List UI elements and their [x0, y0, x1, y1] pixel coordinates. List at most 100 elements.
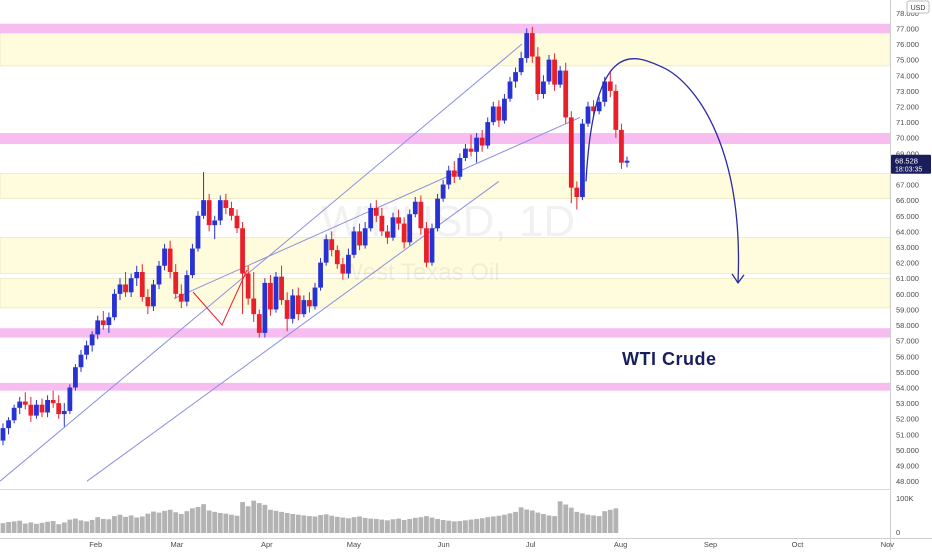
candle-body[interactable]	[61, 410, 67, 415]
candle-body[interactable]	[117, 284, 123, 294]
candle-body[interactable]	[424, 228, 429, 263]
candle-body[interactable]	[11, 407, 17, 421]
candle-body[interactable]	[329, 239, 335, 251]
candle-body[interactable]	[541, 81, 546, 94]
candle-body[interactable]	[34, 404, 39, 416]
candle-body[interactable]	[502, 98, 507, 121]
candle-body[interactable]	[357, 231, 362, 246]
candle-body[interactable]	[591, 106, 596, 112]
candle-body[interactable]	[529, 33, 535, 57]
candle-body[interactable]	[139, 271, 145, 297]
candle-body[interactable]	[123, 284, 128, 293]
candle-body[interactable]	[390, 217, 396, 238]
candle-body[interactable]	[229, 207, 234, 216]
candle-body[interactable]	[268, 282, 273, 310]
candle-body[interactable]	[22, 401, 28, 405]
candle-body[interactable]	[245, 273, 251, 299]
candle-body[interactable]	[607, 81, 613, 91]
candle-body[interactable]	[435, 198, 440, 229]
candle-body[interactable]	[312, 287, 318, 307]
candle-body[interactable]	[323, 239, 329, 263]
candle-body[interactable]	[45, 400, 50, 413]
candle-body[interactable]	[585, 106, 591, 124]
candle-body[interactable]	[474, 137, 479, 152]
candle-body[interactable]	[351, 231, 357, 255]
candle-body[interactable]	[217, 200, 223, 221]
candle-body[interactable]	[89, 334, 95, 346]
candle-body[interactable]	[78, 354, 84, 368]
candle-body[interactable]	[401, 223, 407, 243]
candle-body[interactable]	[256, 314, 262, 333]
candle-body[interactable]	[178, 293, 184, 302]
candle-body[interactable]	[373, 207, 379, 216]
candle-body[interactable]	[429, 228, 435, 263]
candle-body[interactable]	[490, 106, 496, 123]
candle-body[interactable]	[145, 296, 151, 307]
candle-body[interactable]	[184, 275, 190, 302]
candle-body[interactable]	[524, 33, 530, 59]
candle-body[interactable]	[362, 228, 368, 246]
candle-body[interactable]	[195, 215, 201, 249]
candle-body[interactable]	[496, 106, 502, 121]
candle-body[interactable]	[240, 228, 245, 274]
candle-body[interactable]	[318, 262, 323, 288]
candle-body[interactable]	[580, 123, 585, 198]
candle-body[interactable]	[95, 320, 101, 335]
candle-body[interactable]	[513, 72, 518, 82]
candle-body[interactable]	[173, 271, 179, 294]
candle-body[interactable]	[479, 137, 485, 146]
candle-body[interactable]	[396, 217, 401, 224]
candle-body[interactable]	[507, 81, 513, 99]
candle-body[interactable]	[100, 320, 106, 326]
candle-body[interactable]	[307, 300, 312, 307]
candle-body[interactable]	[568, 117, 574, 188]
candle-body[interactable]	[106, 317, 112, 326]
candle-body[interactable]	[206, 200, 212, 226]
candle-body[interactable]	[440, 184, 446, 199]
candle-body[interactable]	[156, 265, 162, 285]
candle-body[interactable]	[552, 59, 557, 85]
candle-body[interactable]	[73, 367, 78, 388]
candle-body[interactable]	[134, 271, 140, 279]
candle-body[interactable]	[212, 220, 218, 226]
candle-body[interactable]	[385, 231, 390, 238]
candle-body[interactable]	[368, 207, 374, 229]
candle-body[interactable]	[6, 420, 11, 429]
candle-body[interactable]	[262, 282, 268, 333]
candle-body[interactable]	[407, 214, 413, 243]
candle-body[interactable]	[446, 170, 452, 185]
candle-body[interactable]	[457, 158, 463, 177]
candle-body[interactable]	[418, 201, 424, 229]
candle-body[interactable]	[613, 90, 619, 130]
candle-body[interactable]	[563, 70, 569, 118]
candle-body[interactable]	[151, 284, 156, 307]
candle-body[interactable]	[546, 59, 552, 82]
candle-body[interactable]	[619, 129, 624, 163]
candle-body[interactable]	[295, 295, 301, 315]
candle-body[interactable]	[50, 400, 56, 404]
candle-body[interactable]	[128, 278, 134, 293]
candle-body[interactable]	[223, 200, 229, 208]
candle-body[interactable]	[334, 250, 340, 265]
candle-body[interactable]	[201, 200, 206, 216]
candle-body[interactable]	[624, 160, 630, 163]
candle-body[interactable]	[56, 403, 62, 415]
candles-layer[interactable]	[0, 26, 630, 446]
candle-body[interactable]	[39, 404, 45, 413]
candle-body[interactable]	[112, 293, 117, 318]
candle-body[interactable]	[234, 215, 240, 229]
candle-body[interactable]	[273, 276, 279, 310]
candle-body[interactable]	[574, 187, 580, 198]
candle-body[interactable]	[412, 201, 418, 215]
candle-body[interactable]	[468, 148, 474, 152]
candle-body[interactable]	[0, 428, 6, 441]
candle-body[interactable]	[67, 387, 73, 411]
candle-body[interactable]	[28, 404, 34, 416]
candle-body[interactable]	[379, 215, 385, 232]
candle-body[interactable]	[301, 300, 307, 315]
candle-body[interactable]	[84, 345, 89, 355]
candle-body[interactable]	[17, 401, 23, 408]
candle-body[interactable]	[485, 122, 491, 146]
candle-body[interactable]	[251, 298, 257, 315]
